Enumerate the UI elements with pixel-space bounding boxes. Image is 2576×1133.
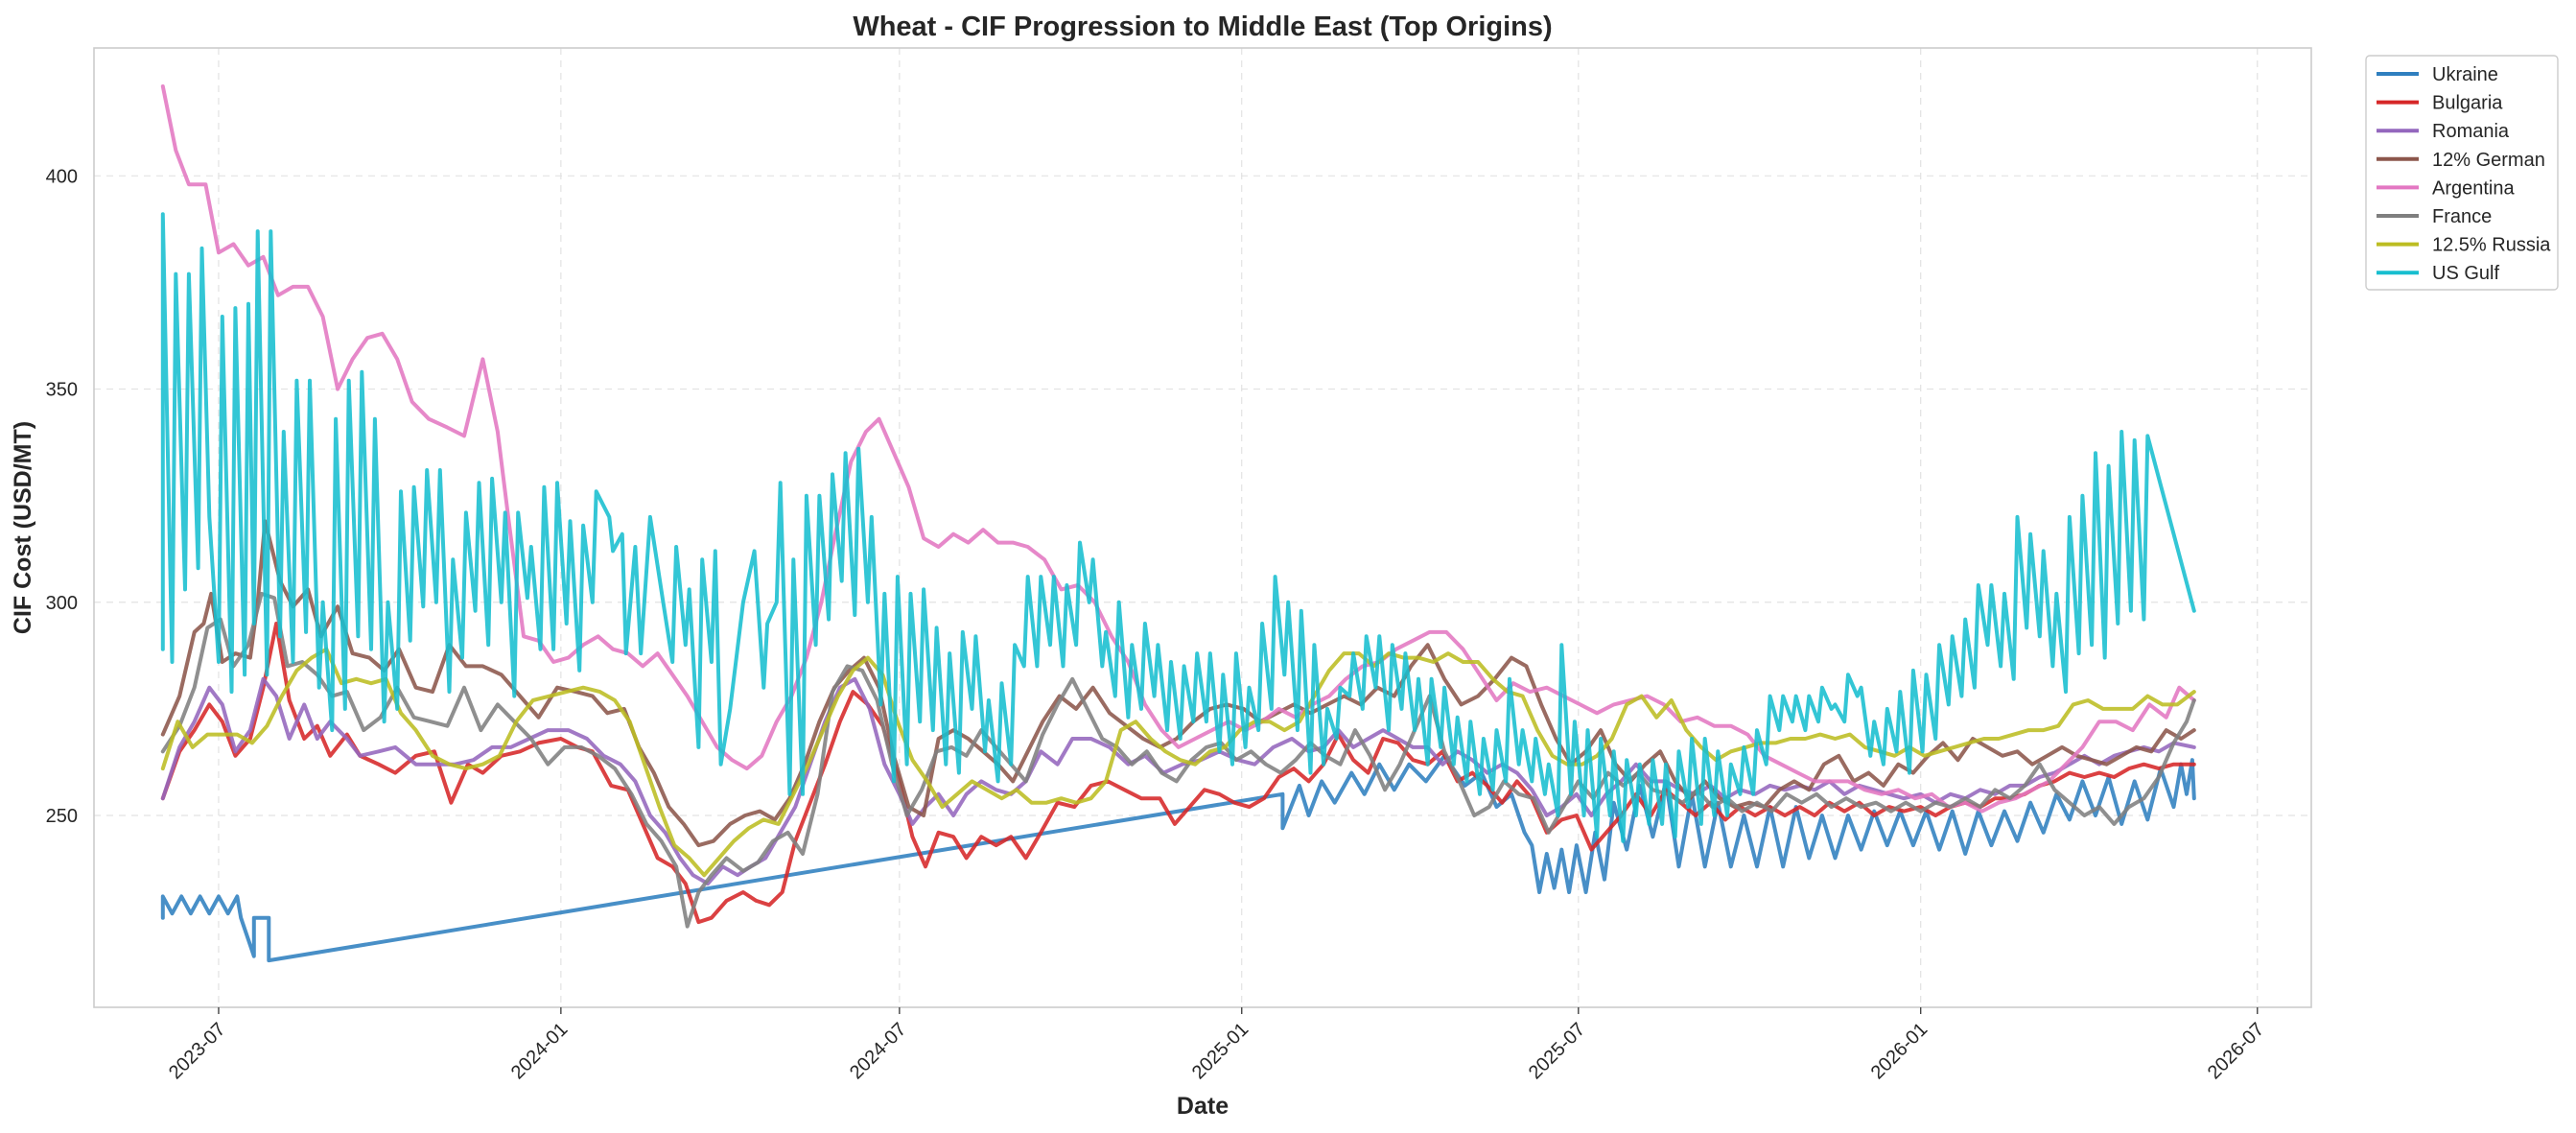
y-tick-label: 400 (46, 166, 78, 187)
series-line-us-gulf (160, 212, 2196, 843)
legend-label-12-5-russia: 12.5% Russia (2432, 235, 2551, 256)
chart-title: Wheat - CIF Progression to Middle East (… (853, 12, 1552, 42)
series-line-argentina (160, 84, 2196, 814)
legend-label-argentina: Argentina (2432, 177, 2515, 199)
series-lines (160, 84, 2196, 963)
y-tick-label: 350 (46, 380, 78, 401)
y-axis-label: CIF Cost (USD/MT) (10, 421, 36, 634)
legend-label-ukraine: Ukraine (2432, 64, 2498, 85)
series-line-12-5-russia (160, 647, 2196, 878)
y-tick-label: 250 (46, 806, 78, 827)
legend-frame (2365, 55, 2559, 291)
legend-label-france: France (2432, 206, 2492, 227)
plot-frame (93, 47, 2312, 1008)
legend-label-romania: Romania (2432, 121, 2510, 142)
legend-label-12-german: 12% German (2432, 150, 2545, 171)
y-tick-label: 300 (46, 593, 78, 614)
x-axis-label: Date (1177, 1093, 1229, 1120)
legend-label-us-gulf: US Gulf (2432, 263, 2499, 284)
series-line-bulgaria (160, 622, 2196, 925)
series-line-france (160, 591, 2196, 929)
legend: Ukraine Bulgaria Romania 12% German Argentin… (2365, 55, 2559, 291)
series-line-12-german (160, 519, 2196, 848)
legend-label-bulgaria: Bulgaria (2432, 93, 2503, 114)
